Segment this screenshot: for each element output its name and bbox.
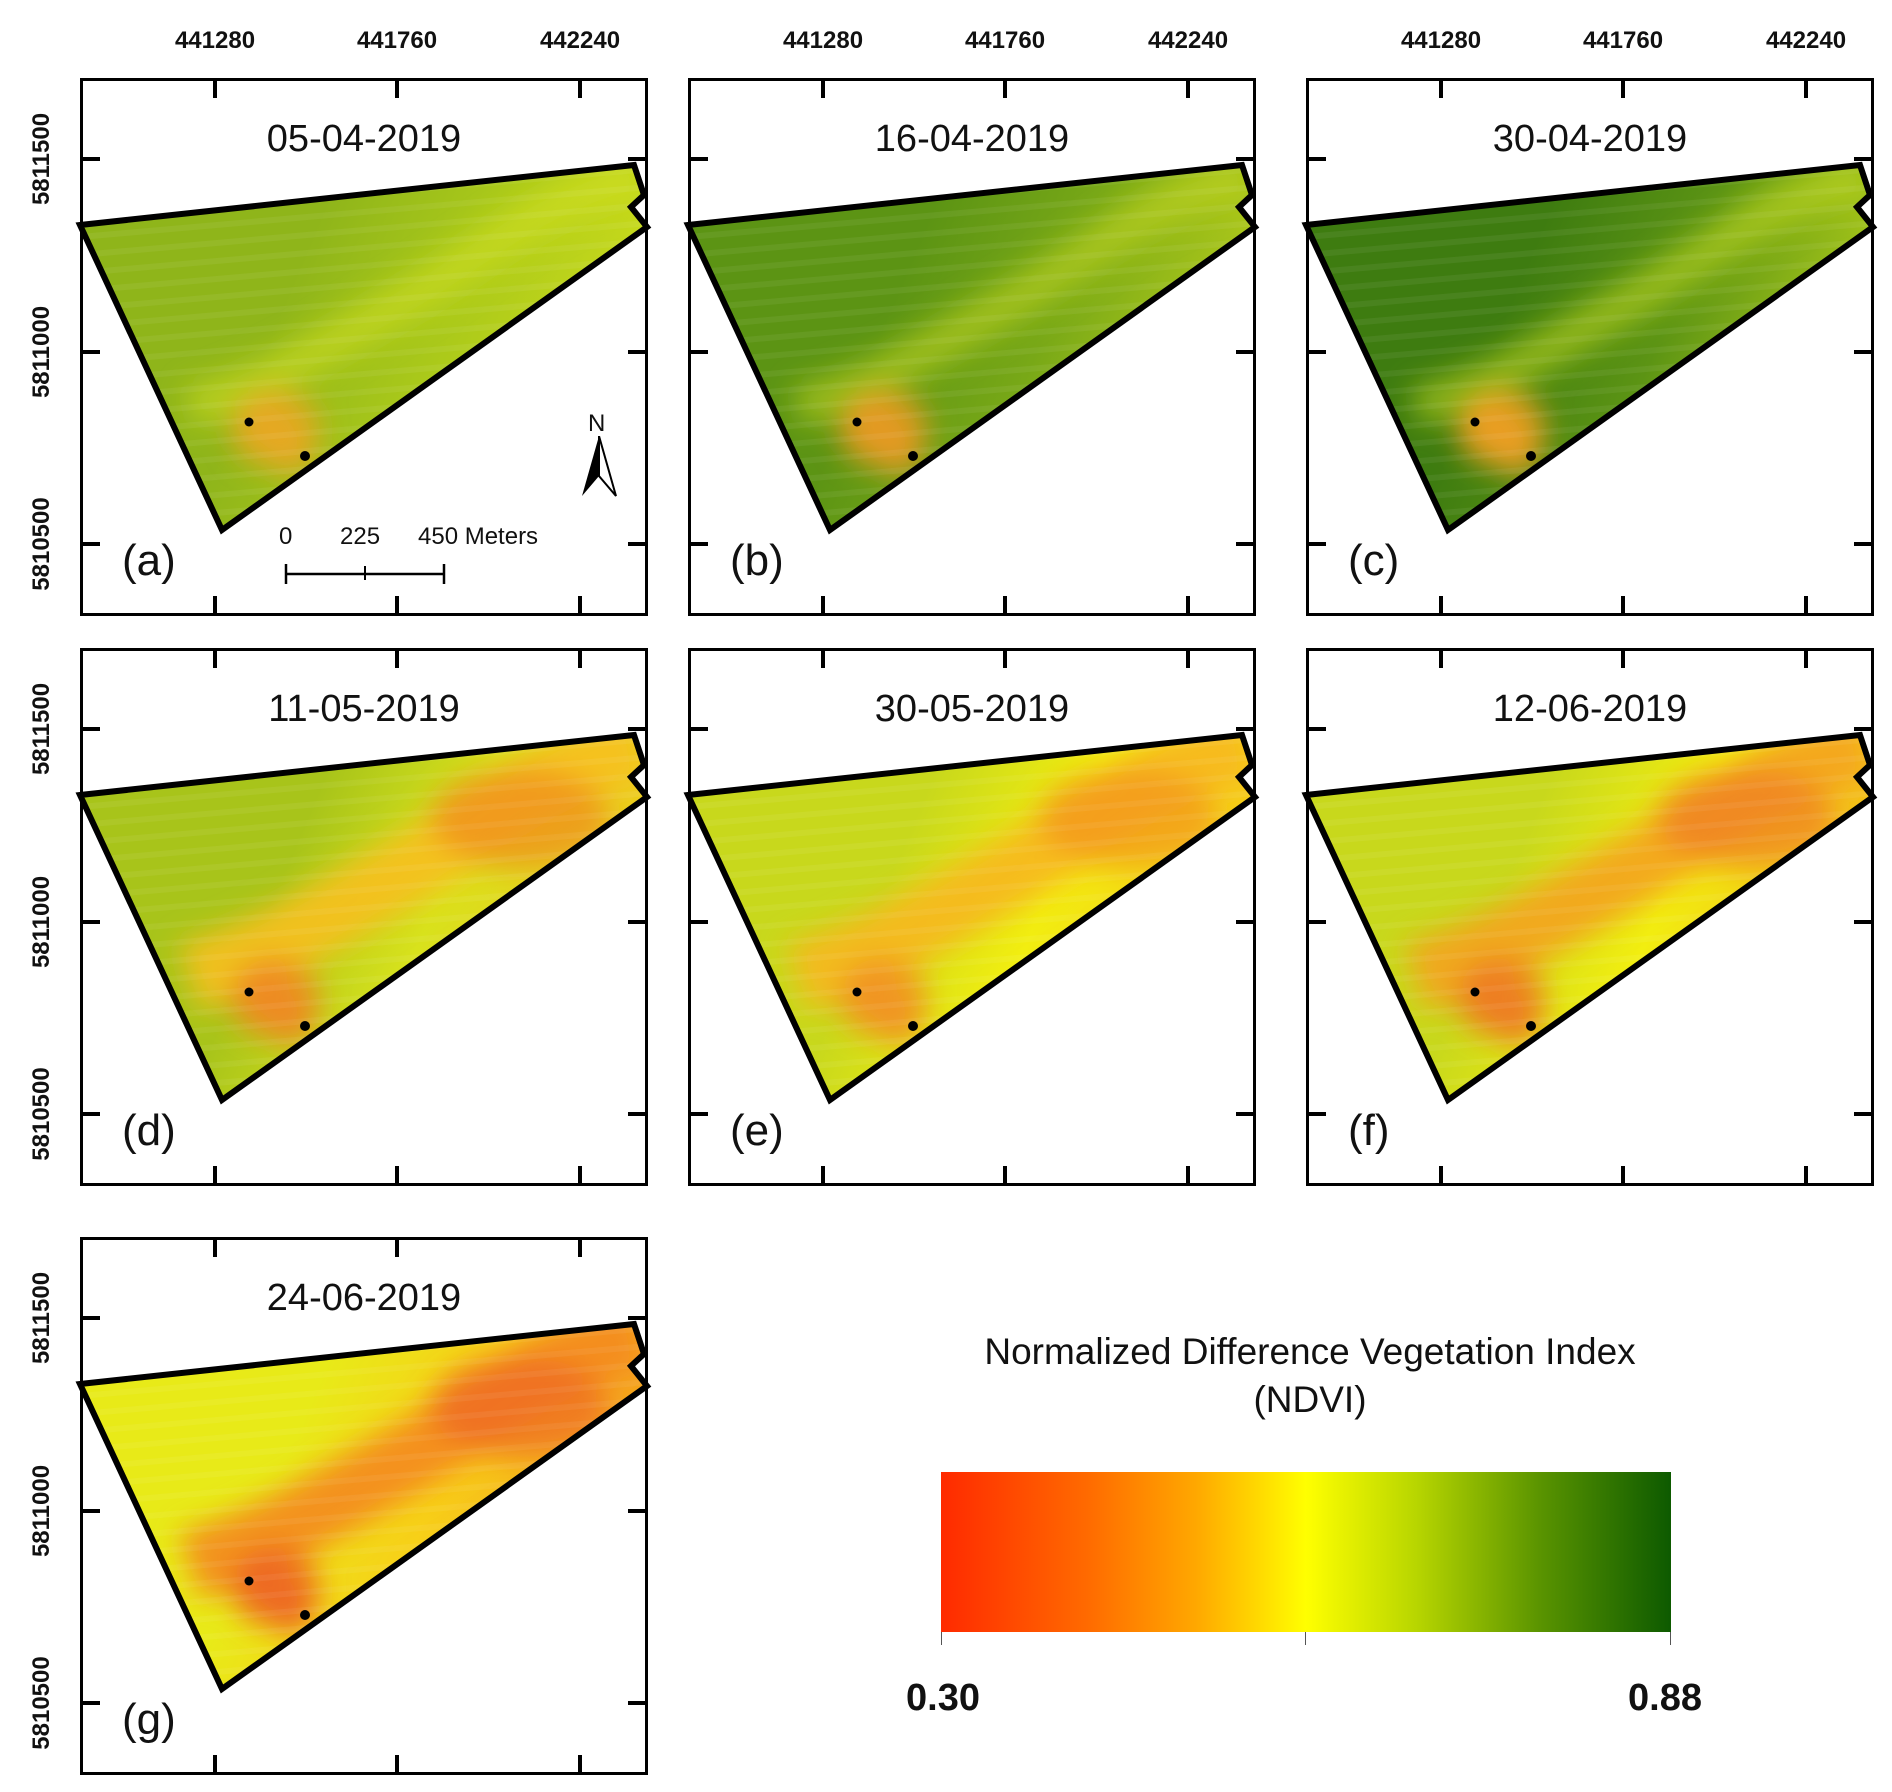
map-panel-d: 11-05-2019 (d) (75, 648, 652, 1186)
sample-point (244, 417, 254, 427)
map-svg (683, 648, 1260, 1186)
legend-title-line1: Normalized Difference Vegetation Index (984, 1331, 1636, 1372)
y-tick-label: 5811000 (28, 875, 55, 969)
panel-letter: (a) (122, 536, 176, 585)
map-svg (75, 648, 652, 1186)
scale-bar: 0 225 450 Meters (276, 520, 606, 590)
panel-frame (80, 1237, 648, 1775)
panel-frame (1306, 78, 1874, 616)
y-tick-label: 5811500 (28, 682, 55, 776)
panel-letter: (g) (122, 1695, 176, 1744)
colorbar-tick-mid (1305, 1632, 1306, 1645)
colorbar-max-label: 0.88 (1628, 1677, 1702, 1719)
field-boundary (1301, 161, 1878, 535)
y-tick-label: 5810500 (28, 1656, 55, 1750)
ndvi-colorbar (941, 1472, 1671, 1632)
north-arrow-icon (582, 436, 617, 497)
y-tick-label: 5811000 (28, 1464, 55, 1558)
sample-point (852, 417, 862, 427)
colorbar-tick-max (1670, 1632, 1671, 1645)
x-tick-label: 441280 (782, 27, 864, 54)
sample-point (1470, 987, 1480, 997)
x-tick-label: 441280 (1400, 27, 1482, 54)
map-panel-g: 24-06-2019 (g) (75, 1237, 652, 1775)
sample-point (1526, 451, 1536, 461)
panel-letter: (f) (1348, 1106, 1390, 1155)
sample-point (852, 987, 862, 997)
north-label: N (588, 410, 606, 437)
map-panel-b: 16-04-2019 (b) (683, 78, 1260, 616)
map-svg (75, 78, 652, 616)
x-tick-label: 442240 (539, 27, 621, 54)
map-svg (683, 78, 1260, 616)
y-tick-label: 5810500 (28, 1067, 55, 1161)
sample-point (908, 451, 918, 461)
map-panel-e: 30-05-2019 (e) (683, 648, 1260, 1186)
x-tick-label: 441280 (174, 27, 256, 54)
field-boundary (75, 161, 652, 535)
sample-point (300, 1610, 310, 1620)
legend-title: Normalized Difference Vegetation Index (… (880, 1328, 1740, 1424)
scale-label-450: 450 Meters (418, 523, 539, 550)
colorbar-min-label: 0.30 (906, 1677, 980, 1719)
panel-letter: (c) (1348, 536, 1400, 585)
field-boundary (683, 731, 1260, 1105)
legend-title-line2: (NDVI) (1253, 1379, 1367, 1420)
sample-point (300, 451, 310, 461)
field-boundary (75, 1320, 652, 1694)
x-tick-label: 442240 (1765, 27, 1847, 54)
panel-frame (688, 78, 1256, 616)
sample-point (908, 1021, 918, 1031)
sample-point (1526, 1021, 1536, 1031)
sample-point (300, 1021, 310, 1031)
x-tick-label: 441760 (964, 27, 1046, 54)
map-svg (1301, 648, 1878, 1186)
y-tick-label: 5810500 (28, 497, 55, 591)
panel-frame (1306, 648, 1874, 1186)
y-tick-label: 5811500 (28, 1271, 55, 1365)
panel-frame (80, 648, 648, 1186)
y-tick-label: 5811000 (28, 305, 55, 399)
y-tick-label: 5811500 (28, 112, 55, 206)
sample-point (244, 1576, 254, 1586)
panel-date-title: 05-04-2019 (266, 118, 462, 160)
map-panel-c: 30-04-2019 (c) (1301, 78, 1878, 616)
scale-bar-line (284, 564, 446, 584)
x-tick-label: 442240 (1147, 27, 1229, 54)
panel-date-title: 12-06-2019 (1492, 688, 1688, 730)
field-boundary (75, 731, 652, 1105)
panel-letter: (b) (730, 536, 784, 585)
map-panel-a: 05-04-2019 (a) (75, 78, 652, 616)
panel-date-title: 30-05-2019 (874, 688, 1070, 730)
sample-point (244, 987, 254, 997)
field-boundary (1301, 731, 1878, 1105)
panel-letter: (d) (122, 1106, 176, 1155)
map-svg (1301, 78, 1878, 616)
panel-frame (688, 648, 1256, 1186)
field-boundary (683, 161, 1260, 535)
panel-letter: (e) (730, 1106, 784, 1155)
north-arrow: N (578, 410, 622, 500)
panel-date-title: 24-06-2019 (266, 1277, 462, 1319)
colorbar-tick-min (941, 1632, 942, 1645)
panel-date-title: 11-05-2019 (268, 688, 460, 730)
x-tick-label: 441760 (356, 27, 438, 54)
sample-point (1470, 417, 1480, 427)
map-panel-f: 12-06-2019 (f) (1301, 648, 1878, 1186)
panel-date-title: 16-04-2019 (874, 118, 1070, 160)
panel-date-title: 30-04-2019 (1492, 118, 1688, 160)
scale-label-0: 0 (279, 523, 293, 550)
scale-label-225: 225 (340, 523, 381, 550)
panel-frame (80, 78, 648, 616)
map-svg (75, 1237, 652, 1775)
x-tick-label: 441760 (1582, 27, 1664, 54)
